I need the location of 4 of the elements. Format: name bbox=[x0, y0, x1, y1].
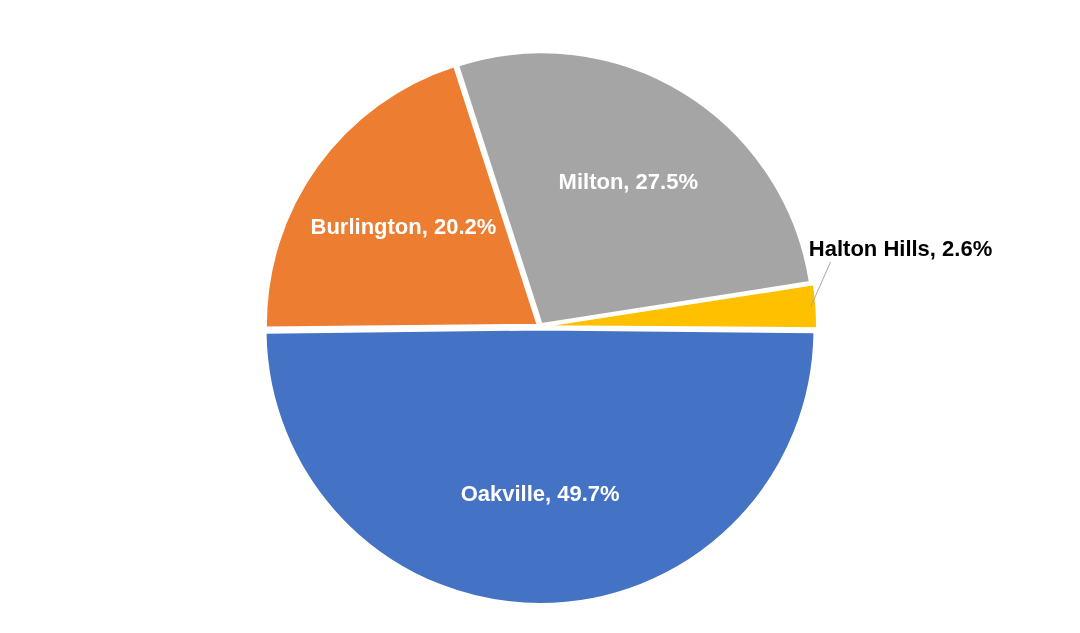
slice-label: Halton Hills, 2.6% bbox=[808, 236, 993, 262]
slice-label: Milton, 27.5% bbox=[558, 169, 698, 195]
slice-label: Burlington, 20.2% bbox=[310, 214, 497, 240]
slice-label: Oakville, 49.7% bbox=[460, 480, 620, 506]
